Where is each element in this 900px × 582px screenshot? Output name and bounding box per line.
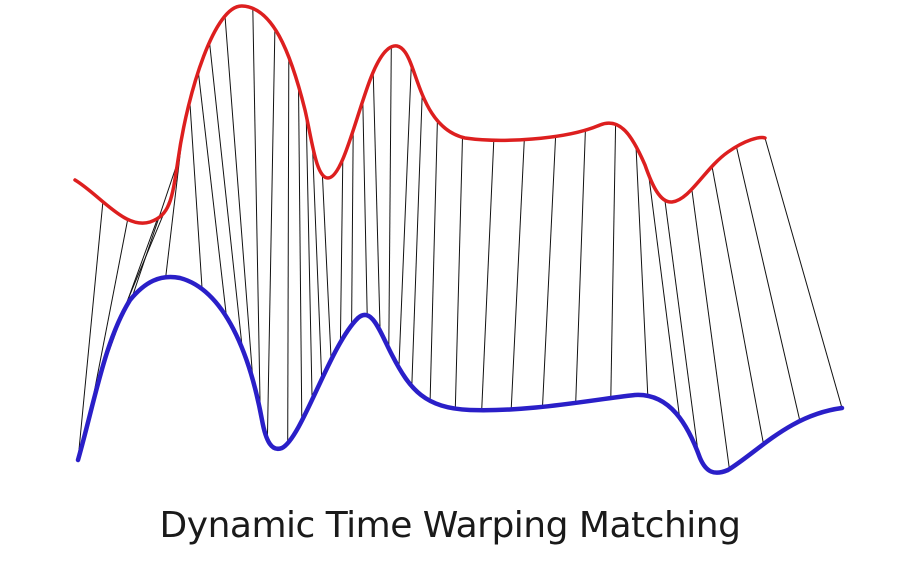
connector-line [305, 115, 313, 400]
dtw-diagram [73, 4, 845, 475]
connector-line [209, 42, 243, 349]
diagram-caption: Dynamic Time Warping Matching [159, 505, 741, 546]
connector-line [398, 64, 412, 368]
connector-line [321, 174, 332, 360]
connector-line [691, 189, 730, 470]
connector-line [131, 161, 179, 298]
connector-line [411, 94, 423, 387]
connector-line [351, 130, 354, 326]
connector-line [362, 100, 368, 316]
connector-line [510, 139, 525, 410]
connector-line [542, 136, 557, 407]
connector-line [339, 159, 344, 343]
connector-line [664, 200, 699, 454]
connector-line [224, 15, 254, 381]
connector-line [252, 8, 261, 411]
connector-line [287, 56, 290, 444]
connector-line [764, 137, 843, 409]
connector-line [648, 174, 681, 418]
connector-line [711, 166, 764, 445]
connector-line [388, 46, 392, 349]
connector-line [312, 146, 323, 380]
connector-line [372, 71, 381, 331]
connector-line [298, 85, 303, 421]
connector-line [575, 130, 586, 403]
red-series-curve [73, 4, 767, 225]
connector-line [635, 146, 649, 396]
connector-line [454, 137, 463, 409]
alignment-connectors [77, 8, 843, 470]
connector-line [189, 100, 203, 290]
connector-line [77, 201, 104, 461]
connector-line [266, 28, 276, 440]
connector-line [197, 71, 227, 318]
connector-line [610, 124, 617, 399]
blue-series-curve [75, 274, 845, 475]
connector-line [735, 146, 801, 422]
connector-line [481, 140, 495, 411]
connector-line [429, 120, 438, 401]
